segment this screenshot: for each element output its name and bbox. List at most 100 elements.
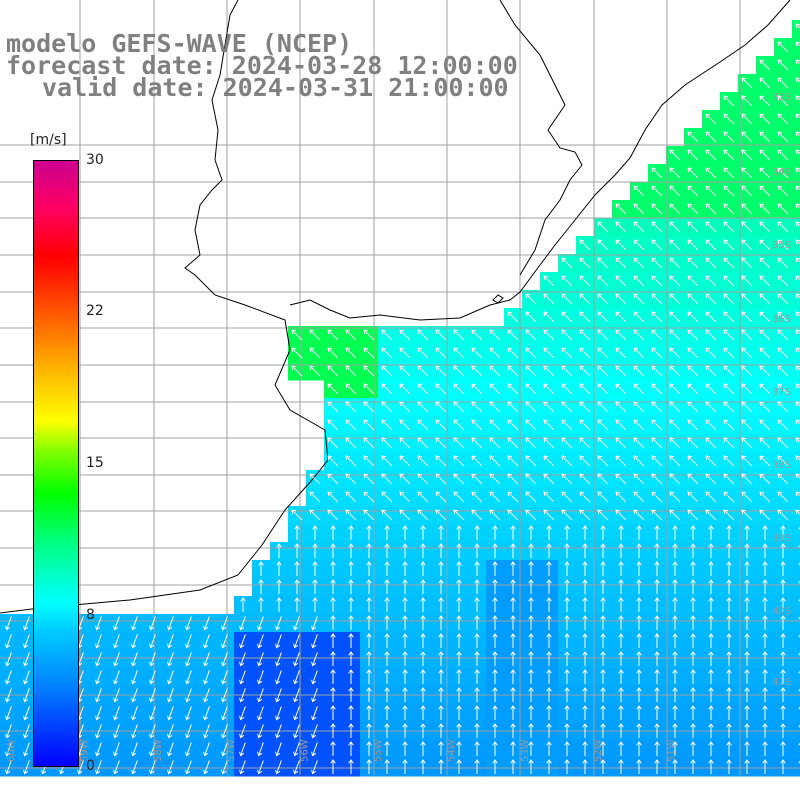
wind-arrow [708,561,714,576]
wind-arrow [23,670,30,685]
wind-arrow [669,509,681,521]
wind-arrow [633,473,645,485]
wind-arrow [579,455,591,467]
wind-arrow [348,579,354,594]
lon-label: 51W [667,739,678,762]
wind-arrow [474,651,480,666]
wind-arrow [633,203,645,215]
wind-arrow [384,579,390,594]
wind-arrow [762,669,768,684]
wind-arrow [597,221,609,233]
wind-arrow [615,473,627,485]
wind-arrow [417,509,429,521]
wind-arrow [705,131,717,143]
wind-arrow [327,509,339,521]
wind-arrow [381,491,393,503]
wind-arrow [759,491,771,503]
wind-arrow [402,597,408,612]
wind-arrow [582,651,588,666]
wind-arrow [672,597,678,612]
wind-arrow [705,365,717,377]
wind-arrow [597,473,609,485]
lat-label: 37S [772,387,791,398]
wind-arrow [690,759,696,774]
wind-arrow [687,347,699,359]
wind-arrow [185,688,192,703]
wind-arrow [345,383,357,395]
lon-label: 56W [300,739,311,762]
wind-arrow [741,167,753,179]
wind-arrow [600,633,606,648]
wind-arrow [474,579,480,594]
wind-arrow [777,149,789,161]
wind-arrow [291,509,303,521]
wind-arrow [399,455,411,467]
lon-label: 57W [226,739,237,762]
wind-arrow [618,741,624,756]
wind-arrow [489,509,501,521]
wind-arrow [384,723,390,738]
wind-arrow [708,687,714,702]
wind-arrow [687,275,699,287]
lon-label: 59W [79,739,90,762]
wind-arrow [257,706,264,721]
wind-arrow [600,543,606,558]
wind-arrow [561,257,573,269]
wind-arrow [23,688,30,703]
wind-arrow [705,203,717,215]
wind-arrow [456,525,462,540]
wind-arrow [23,616,30,631]
wind-arrow [798,706,800,710]
wind-arrow [798,580,800,584]
wind-arrow [438,759,444,774]
wind-arrow [777,275,789,287]
wind-arrow [597,419,609,431]
wind-arrow [669,347,681,359]
wind-arrow [600,615,606,630]
wind-arrow [131,616,138,631]
wind-arrow [795,419,800,425]
wind-arrow [705,437,717,449]
wind-arrow [705,329,717,341]
wind-arrow [366,687,372,702]
wind-arrow [438,687,444,702]
wind-arrow [582,615,588,630]
wind-arrow [23,742,30,757]
wind-arrow [312,543,318,558]
wind-arrow [330,597,336,612]
wind-arrow [672,633,678,648]
wind-arrow [618,543,624,558]
wind-arrow [525,455,537,467]
wind-arrow [795,239,800,245]
wind-arrow [672,615,678,630]
wind-arrow [221,634,228,649]
wind-arrow [453,347,465,359]
wind-arrow [366,669,372,684]
wind-arrow [366,543,372,558]
wind-arrow [687,329,699,341]
wind-arrow [239,670,246,685]
wind-arrow [239,706,246,721]
wind-arrow [420,651,426,666]
wind-arrow [579,473,591,485]
wind-arrow [221,688,228,703]
wind-arrow [777,221,789,233]
wind-arrow [759,383,771,395]
wind-arrow [600,687,606,702]
wind-arrow [798,562,800,566]
wind-arrow [687,473,699,485]
wind-arrow [384,759,390,774]
wind-arrow [23,652,30,667]
wind-arrow [705,257,717,269]
wind-arrow [525,383,537,395]
wind-arrow [5,742,12,757]
wind-arrow [438,579,444,594]
wind-arrow [579,347,591,359]
wind-arrow [525,365,537,377]
wind-arrow [654,561,660,576]
wind-arrow [759,239,771,251]
wind-arrow [23,724,30,739]
wind-arrow [113,760,120,775]
wind-arrow [345,401,357,413]
wind-arrow [546,525,552,540]
